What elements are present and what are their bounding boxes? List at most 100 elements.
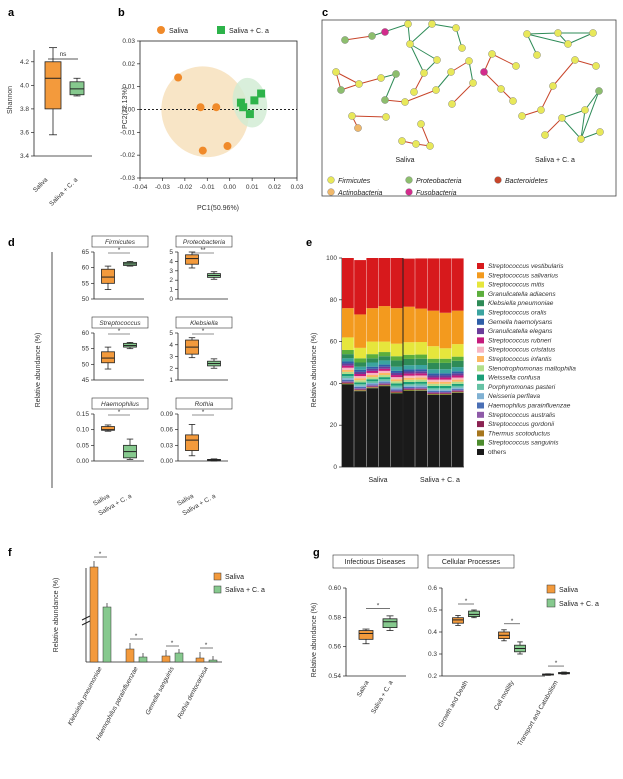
panel-e-segment: [391, 393, 403, 467]
panel-e-segment: [452, 392, 464, 393]
panel-e-segment: [379, 365, 391, 367]
panel-e-segment: [366, 383, 378, 384]
network-graph: [332, 20, 603, 149]
panel-g-left-box-2-box: [383, 619, 397, 628]
panel-e-segment: [379, 258, 391, 306]
network-node: [368, 32, 375, 39]
panel-e-segment: [354, 358, 366, 362]
panel-e-segment: [354, 389, 366, 390]
panel-e-segment: [403, 391, 415, 467]
panel-e-segment: [427, 375, 439, 377]
panel-d-ytick-label: 0.09: [160, 411, 173, 418]
network-node: [410, 88, 417, 95]
panel-d-subplot-title: Rothia: [195, 401, 214, 408]
network-node: [558, 114, 565, 121]
panel-e-segment: [379, 384, 391, 385]
panel-e-segment: [415, 387, 427, 388]
legend-saliva-marker: [157, 26, 165, 34]
network-label-saliva: Saliva: [395, 157, 414, 164]
network-edge: [385, 74, 396, 100]
panel-e-segment: [415, 375, 427, 377]
panel-e-segment: [427, 391, 439, 392]
panel-e-segment: [391, 371, 403, 373]
network-node: [452, 24, 459, 31]
panel-e-legend-label: Streptococcus oralis: [488, 310, 547, 317]
panel-e-segment: [440, 380, 452, 382]
network-node: [348, 112, 355, 119]
panel-f-category: Klebsiella pneumoniae: [67, 665, 104, 726]
network-node: [417, 120, 424, 127]
panel-e-segment: [391, 344, 403, 357]
panel-e-segment: [403, 371, 415, 373]
panel-e-segment: [452, 380, 464, 382]
panel-e-segment: [452, 391, 464, 392]
pcoa-ytick-label: -0.02: [120, 152, 135, 159]
panel-e-segment: [354, 376, 366, 378]
panel-e-segment: [354, 363, 366, 367]
network-edge: [352, 116, 386, 117]
panel-e-segment: [366, 387, 378, 388]
panel-e-segment: [452, 393, 464, 467]
panel-e-segment: [415, 355, 427, 359]
pcoa-point-saliva: [212, 103, 220, 111]
panel-e-legend-label: Stenotrophomonas maltophilia: [488, 365, 576, 372]
panel-f-ylabel: Relative abundance (%): [53, 578, 60, 653]
panel-d-subplot-title: Haemophilus: [101, 401, 140, 408]
panel-e-segment: [366, 373, 378, 375]
panel-e-segment: [440, 384, 452, 386]
panel-e-segment: [427, 388, 439, 390]
panel-e-segment: [366, 308, 378, 341]
panel-d-ytick-label: 55: [82, 280, 90, 287]
panel-e-segment: [415, 391, 427, 467]
pcoa-point-ca: [257, 90, 265, 98]
pcoa-ytick-label: -0.01: [120, 129, 135, 136]
panel-e-ytick-label: 100: [326, 255, 337, 262]
panel-e-segment: [366, 358, 378, 362]
network-node: [554, 29, 561, 36]
panel-d-ytick-label: 0.10: [76, 427, 89, 434]
legend-saliva-label: Saliva: [169, 28, 188, 35]
panel-e-legend-label: Neisseria perflava: [488, 393, 540, 400]
panel-e-segment: [342, 381, 354, 382]
panel-e-segment: [452, 389, 464, 390]
panel-d-subplot-title: Proteobacteria: [183, 239, 226, 246]
panel-g-right-ytick-label: 0.5: [428, 607, 437, 614]
network-node: [480, 68, 487, 75]
panel-e-legend-swatch: [477, 347, 484, 353]
panel-e-segment: [366, 384, 378, 385]
panel-e-segment: [440, 313, 452, 349]
network-legend-swatch: [406, 189, 413, 196]
panel-e-segment: [342, 361, 354, 363]
panel-e-segment: [415, 309, 427, 342]
panel-e-segment: [440, 388, 452, 390]
panel-e-segment: [403, 384, 415, 386]
panel-g-right-title: Cellular Processes: [442, 559, 501, 566]
panel-a-ytick-label: 3.6: [20, 129, 29, 136]
panel-e-segment: [391, 388, 403, 390]
network-node: [332, 68, 339, 75]
pcoa-xtick-label: 0.01: [246, 184, 259, 191]
pcoa-xtick-label: -0.02: [177, 184, 192, 191]
panel-letter-g: g: [313, 547, 320, 559]
panel-e-legend-swatch: [477, 263, 484, 269]
network-edge: [568, 33, 593, 44]
panel-e-ytick-label: 60: [330, 339, 338, 346]
panel-a-boxes: [45, 48, 84, 135]
panel-d-box-box: [102, 352, 115, 363]
panel-e-segment: [354, 378, 366, 380]
panel-g-right-box-box: [469, 611, 480, 617]
network-edge: [492, 54, 516, 66]
panel-e-ytick-label: 80: [330, 297, 338, 304]
pcoa-xtick-label: -0.04: [133, 184, 148, 191]
panel-d-ytick-label: 2: [169, 277, 173, 284]
network-legend-label: Bacteroidetes: [505, 178, 548, 185]
panel-e-segment: [366, 388, 378, 467]
panel-e-segment: [342, 376, 354, 378]
panel-d-ytick-label: 65: [82, 249, 90, 256]
panel-e-segment: [403, 307, 415, 343]
panel-e-segment: [452, 386, 464, 388]
panel-e-legend-swatch: [477, 412, 484, 418]
panel-d-subplot-title: Firmicutes: [105, 239, 136, 246]
panel-e-segment: [452, 258, 464, 310]
panel-g-legend-saliva: Saliva: [559, 587, 578, 594]
